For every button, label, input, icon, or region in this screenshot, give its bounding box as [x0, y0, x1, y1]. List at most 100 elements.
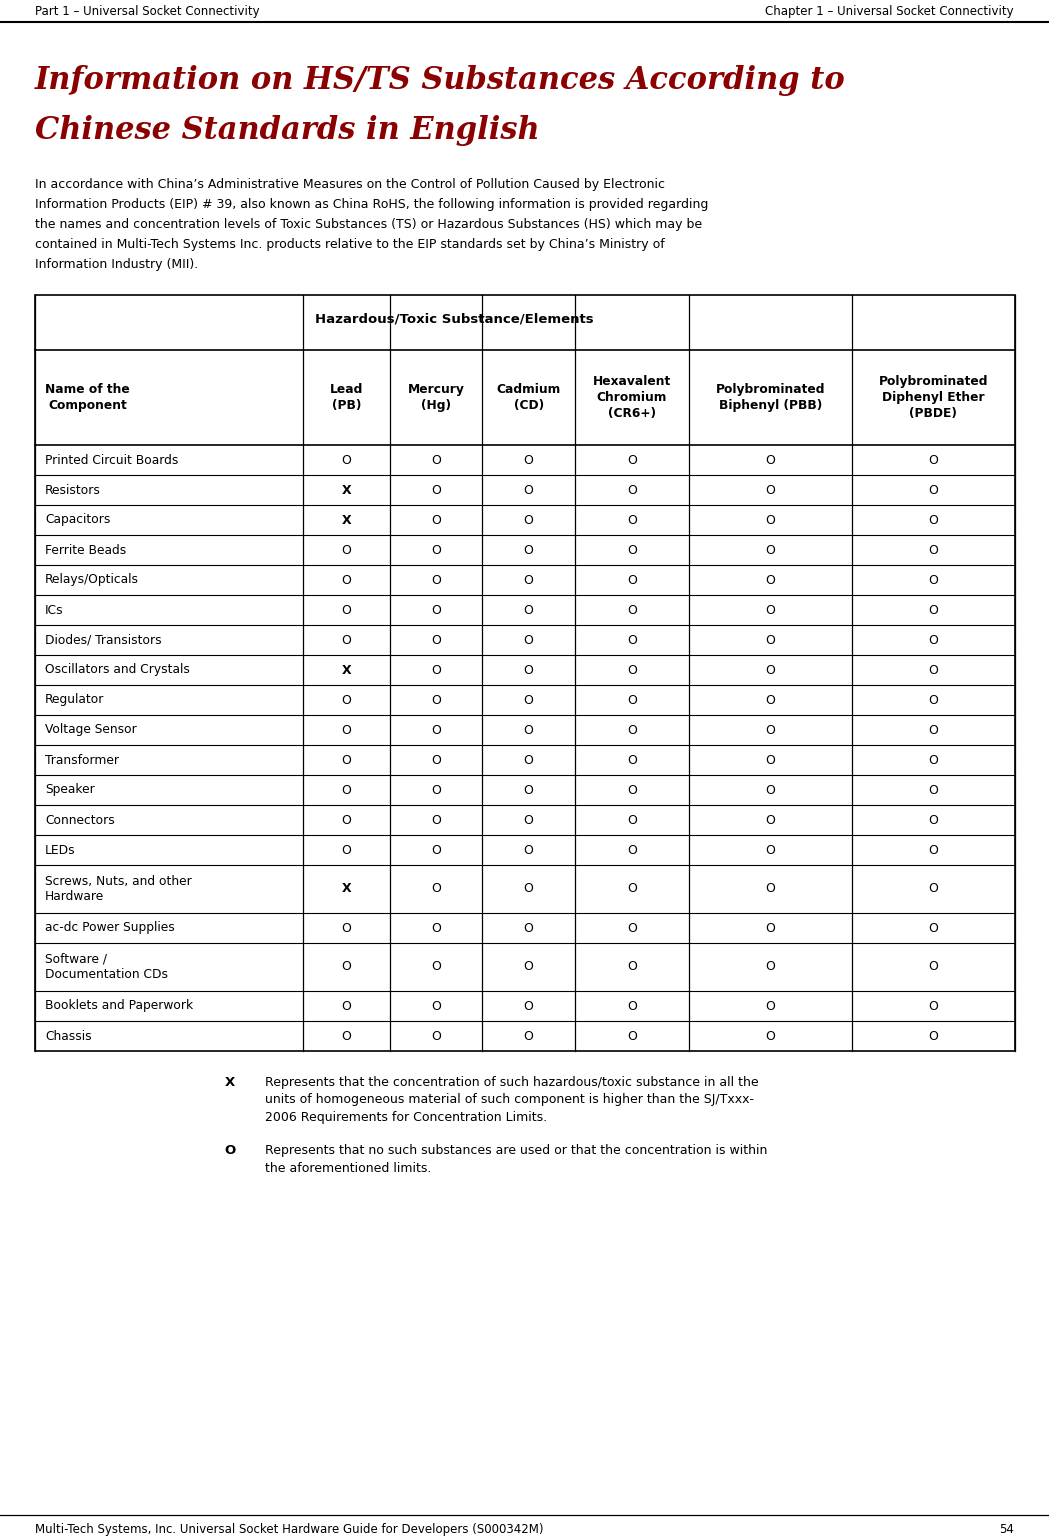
Text: O: O	[627, 544, 637, 556]
Text: O: O	[627, 1030, 637, 1043]
Text: O: O	[431, 513, 441, 527]
Text: Multi-Tech Systems, Inc. Universal Socket Hardware Guide for Developers (S000342: Multi-Tech Systems, Inc. Universal Socke…	[35, 1523, 543, 1535]
Text: contained in Multi-Tech Systems Inc. products relative to the EIP standards set : contained in Multi-Tech Systems Inc. pro…	[35, 239, 665, 251]
Text: Oscillators and Crystals: Oscillators and Crystals	[45, 664, 190, 676]
Text: O: O	[766, 844, 775, 856]
Text: O: O	[342, 999, 351, 1012]
Text: O: O	[431, 693, 441, 707]
Text: O: O	[627, 882, 637, 895]
Text: O: O	[342, 544, 351, 556]
Text: O: O	[928, 484, 939, 496]
Text: O: O	[766, 544, 775, 556]
Text: O: O	[627, 753, 637, 767]
Text: Information on HS/TS Substances According to: Information on HS/TS Substances Accordin…	[35, 65, 845, 95]
Text: O: O	[928, 513, 939, 527]
Text: O: O	[928, 453, 939, 467]
Text: O: O	[766, 1030, 775, 1043]
Text: Mercury
(Hg): Mercury (Hg)	[408, 383, 465, 413]
Text: Relays/Opticals: Relays/Opticals	[45, 573, 140, 587]
Text: O: O	[928, 999, 939, 1012]
Text: O: O	[342, 573, 351, 587]
Text: X: X	[342, 513, 351, 527]
Text: O: O	[766, 604, 775, 616]
Text: Chinese Standards in English: Chinese Standards in English	[35, 116, 539, 146]
Text: Represents that the concentration of such hazardous/toxic substance in all the
u: Represents that the concentration of suc…	[265, 1076, 758, 1124]
Bar	[35, 296, 1015, 1050]
Text: O: O	[928, 813, 939, 827]
Text: Information Products (EIP) # 39, also known as China RoHS, the following informa: Information Products (EIP) # 39, also kn…	[35, 199, 708, 211]
Text: Name of the
Component: Name of the Component	[45, 383, 130, 413]
Text: O: O	[766, 633, 775, 647]
Text: Transformer: Transformer	[45, 753, 119, 767]
Text: O: O	[627, 784, 637, 796]
Text: Resistors: Resistors	[45, 484, 101, 496]
Text: O: O	[766, 882, 775, 895]
Text: O: O	[431, 453, 441, 467]
Text: O: O	[928, 921, 939, 935]
Text: Cadmium
(CD): Cadmium (CD)	[496, 383, 561, 413]
Text: O: O	[523, 1030, 534, 1043]
Text: O: O	[342, 724, 351, 736]
Text: X: X	[224, 1076, 235, 1089]
Text: O: O	[431, 999, 441, 1012]
Text: O: O	[627, 693, 637, 707]
Text: O: O	[523, 573, 534, 587]
Text: O: O	[431, 544, 441, 556]
Text: O: O	[627, 664, 637, 676]
Text: Information Industry (MII).: Information Industry (MII).	[35, 259, 198, 271]
Text: O: O	[928, 664, 939, 676]
Text: O: O	[928, 961, 939, 973]
Text: O: O	[627, 724, 637, 736]
Text: X: X	[342, 882, 351, 895]
Text: O: O	[928, 882, 939, 895]
Text: Represents that no such substances are used or that the concentration is within
: Represents that no such substances are u…	[265, 1144, 768, 1175]
Text: O: O	[342, 961, 351, 973]
Text: O: O	[928, 573, 939, 587]
Text: O: O	[928, 633, 939, 647]
Text: O: O	[766, 664, 775, 676]
Text: O: O	[627, 604, 637, 616]
Text: O: O	[766, 961, 775, 973]
Text: O: O	[431, 633, 441, 647]
Text: O: O	[523, 724, 534, 736]
Text: O: O	[928, 784, 939, 796]
Text: O: O	[342, 921, 351, 935]
Text: Connectors: Connectors	[45, 813, 114, 827]
Text: X: X	[342, 484, 351, 496]
Text: O: O	[766, 693, 775, 707]
Text: 54: 54	[999, 1523, 1014, 1535]
Text: Diodes/ Transistors: Diodes/ Transistors	[45, 633, 162, 647]
Text: O: O	[766, 724, 775, 736]
Text: O: O	[523, 813, 534, 827]
Text: O: O	[766, 921, 775, 935]
Text: O: O	[342, 693, 351, 707]
Text: O: O	[928, 753, 939, 767]
Text: O: O	[523, 784, 534, 796]
Text: O: O	[766, 453, 775, 467]
Text: O: O	[627, 453, 637, 467]
Text: Chapter 1 – Universal Socket Connectivity: Chapter 1 – Universal Socket Connectivit…	[766, 5, 1014, 18]
Text: O: O	[766, 784, 775, 796]
Text: O: O	[523, 961, 534, 973]
Text: Software /
Documentation CDs: Software / Documentation CDs	[45, 953, 168, 981]
Text: Hazardous/Toxic Substance/Elements: Hazardous/Toxic Substance/Elements	[316, 313, 594, 325]
Text: O: O	[627, 484, 637, 496]
Text: Polybrominated
Diphenyl Ether
(PBDE): Polybrominated Diphenyl Ether (PBDE)	[879, 376, 988, 420]
Text: O: O	[523, 604, 534, 616]
Text: Ferrite Beads: Ferrite Beads	[45, 544, 126, 556]
Text: O: O	[342, 844, 351, 856]
Text: O: O	[627, 633, 637, 647]
Text: ac-dc Power Supplies: ac-dc Power Supplies	[45, 921, 175, 935]
Text: O: O	[523, 921, 534, 935]
Text: O: O	[431, 882, 441, 895]
Text: O: O	[431, 604, 441, 616]
Text: O: O	[523, 693, 534, 707]
Text: O: O	[431, 844, 441, 856]
Text: O: O	[342, 604, 351, 616]
Text: Printed Circuit Boards: Printed Circuit Boards	[45, 453, 178, 467]
Text: ICs: ICs	[45, 604, 64, 616]
Text: Speaker: Speaker	[45, 784, 94, 796]
Text: O: O	[342, 633, 351, 647]
Text: LEDs: LEDs	[45, 844, 76, 856]
Text: O: O	[627, 961, 637, 973]
